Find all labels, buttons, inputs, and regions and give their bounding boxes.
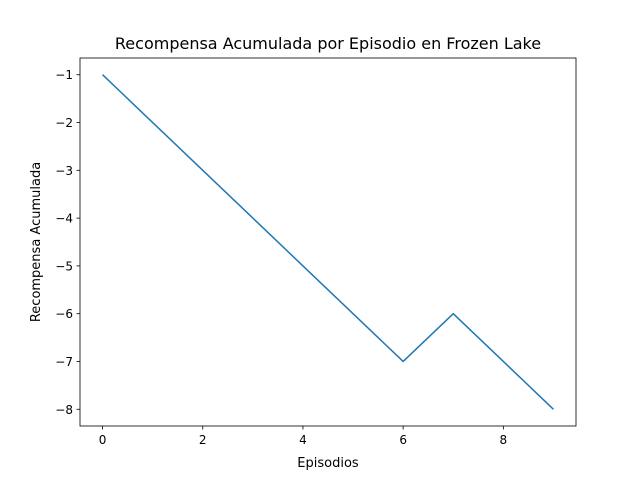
y-tick-label: −5 xyxy=(55,259,73,273)
y-tick-label: −2 xyxy=(55,116,73,130)
y-tick-label: −4 xyxy=(55,212,73,226)
x-tick-label: 0 xyxy=(99,433,107,447)
y-tick-label: −7 xyxy=(55,355,73,369)
y-tick-label: −8 xyxy=(55,403,73,417)
y-tick-label: −1 xyxy=(55,68,73,82)
x-tick-label: 8 xyxy=(500,433,508,447)
x-tick-label: 4 xyxy=(299,433,307,447)
x-axis-label: Episodios xyxy=(297,456,359,471)
y-axis-label: Recompensa Acumulada xyxy=(29,162,44,322)
chart-title: Recompensa Acumulada por Episodio en Fro… xyxy=(115,34,541,53)
plot-area: 0 2 4 6 8 −1 −2 −3 −4 −5 −6 −7 −8 xyxy=(55,57,577,447)
y-tick-label: −6 xyxy=(55,307,73,321)
series-line-0 xyxy=(102,74,554,410)
x-tick-label: 2 xyxy=(199,433,207,447)
plot-frame xyxy=(79,57,577,427)
x-tick-label: 6 xyxy=(399,433,407,447)
y-tick-label: −3 xyxy=(55,164,73,178)
